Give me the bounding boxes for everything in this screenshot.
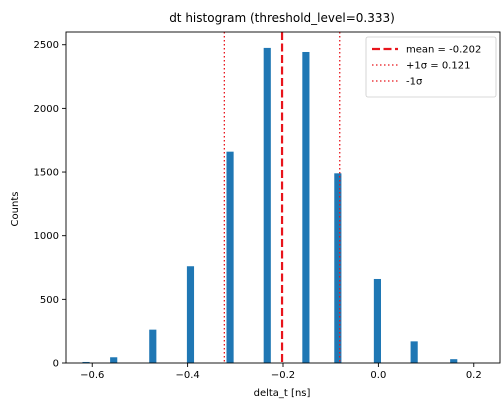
histogram-bar-10: [450, 359, 458, 363]
histogram-bar-5: [263, 47, 271, 363]
reference-lines-group: [223, 32, 341, 363]
y-tick-label: 500: [40, 295, 59, 306]
x-axis-label: delta_t [ns]: [254, 388, 311, 399]
legend-label-1: +1σ = 0.121: [406, 61, 470, 72]
y-tick-label: 0: [53, 359, 59, 370]
legend: mean = -0.202 +1σ = 0.121 -1σ: [365, 36, 497, 98]
x-tick-label: 0.0: [370, 370, 386, 381]
x-tick-label: −0.4: [175, 370, 199, 381]
legend-label-2: -1σ: [406, 77, 423, 88]
x-tick-label: 0.2: [466, 370, 482, 381]
histogram-bar-8: [373, 278, 381, 363]
chart-title: dt histogram (threshold_level=0.333): [169, 11, 395, 25]
legend-label-0: mean = -0.202: [406, 45, 481, 56]
y-tick-label: 1500: [34, 168, 59, 179]
y-tick-label: 2500: [34, 40, 59, 51]
histogram-bar-7: [334, 173, 342, 363]
histogram-bar-1: [110, 357, 118, 363]
histogram-bar-4: [226, 151, 234, 363]
x-tick-label: −0.2: [271, 370, 295, 381]
y-tick-label: 1000: [34, 231, 59, 242]
histogram-bar-2: [149, 329, 157, 363]
x-tick-label: −0.6: [80, 370, 104, 381]
histogram-bar-9: [410, 341, 418, 363]
legend-box: [365, 36, 497, 98]
y-tick-label: 2000: [34, 104, 59, 115]
histogram-bar-0: [82, 361, 90, 363]
bars-group: [82, 47, 458, 364]
y-axis-label: Counts: [10, 192, 21, 227]
ticks-group: −0.6 −0.4 −0.2 0.0 0.2 0 500 1000 1500 2000 2500: [34, 40, 482, 381]
histogram-bar-3: [186, 266, 195, 363]
histogram-bar-6: [302, 51, 310, 364]
